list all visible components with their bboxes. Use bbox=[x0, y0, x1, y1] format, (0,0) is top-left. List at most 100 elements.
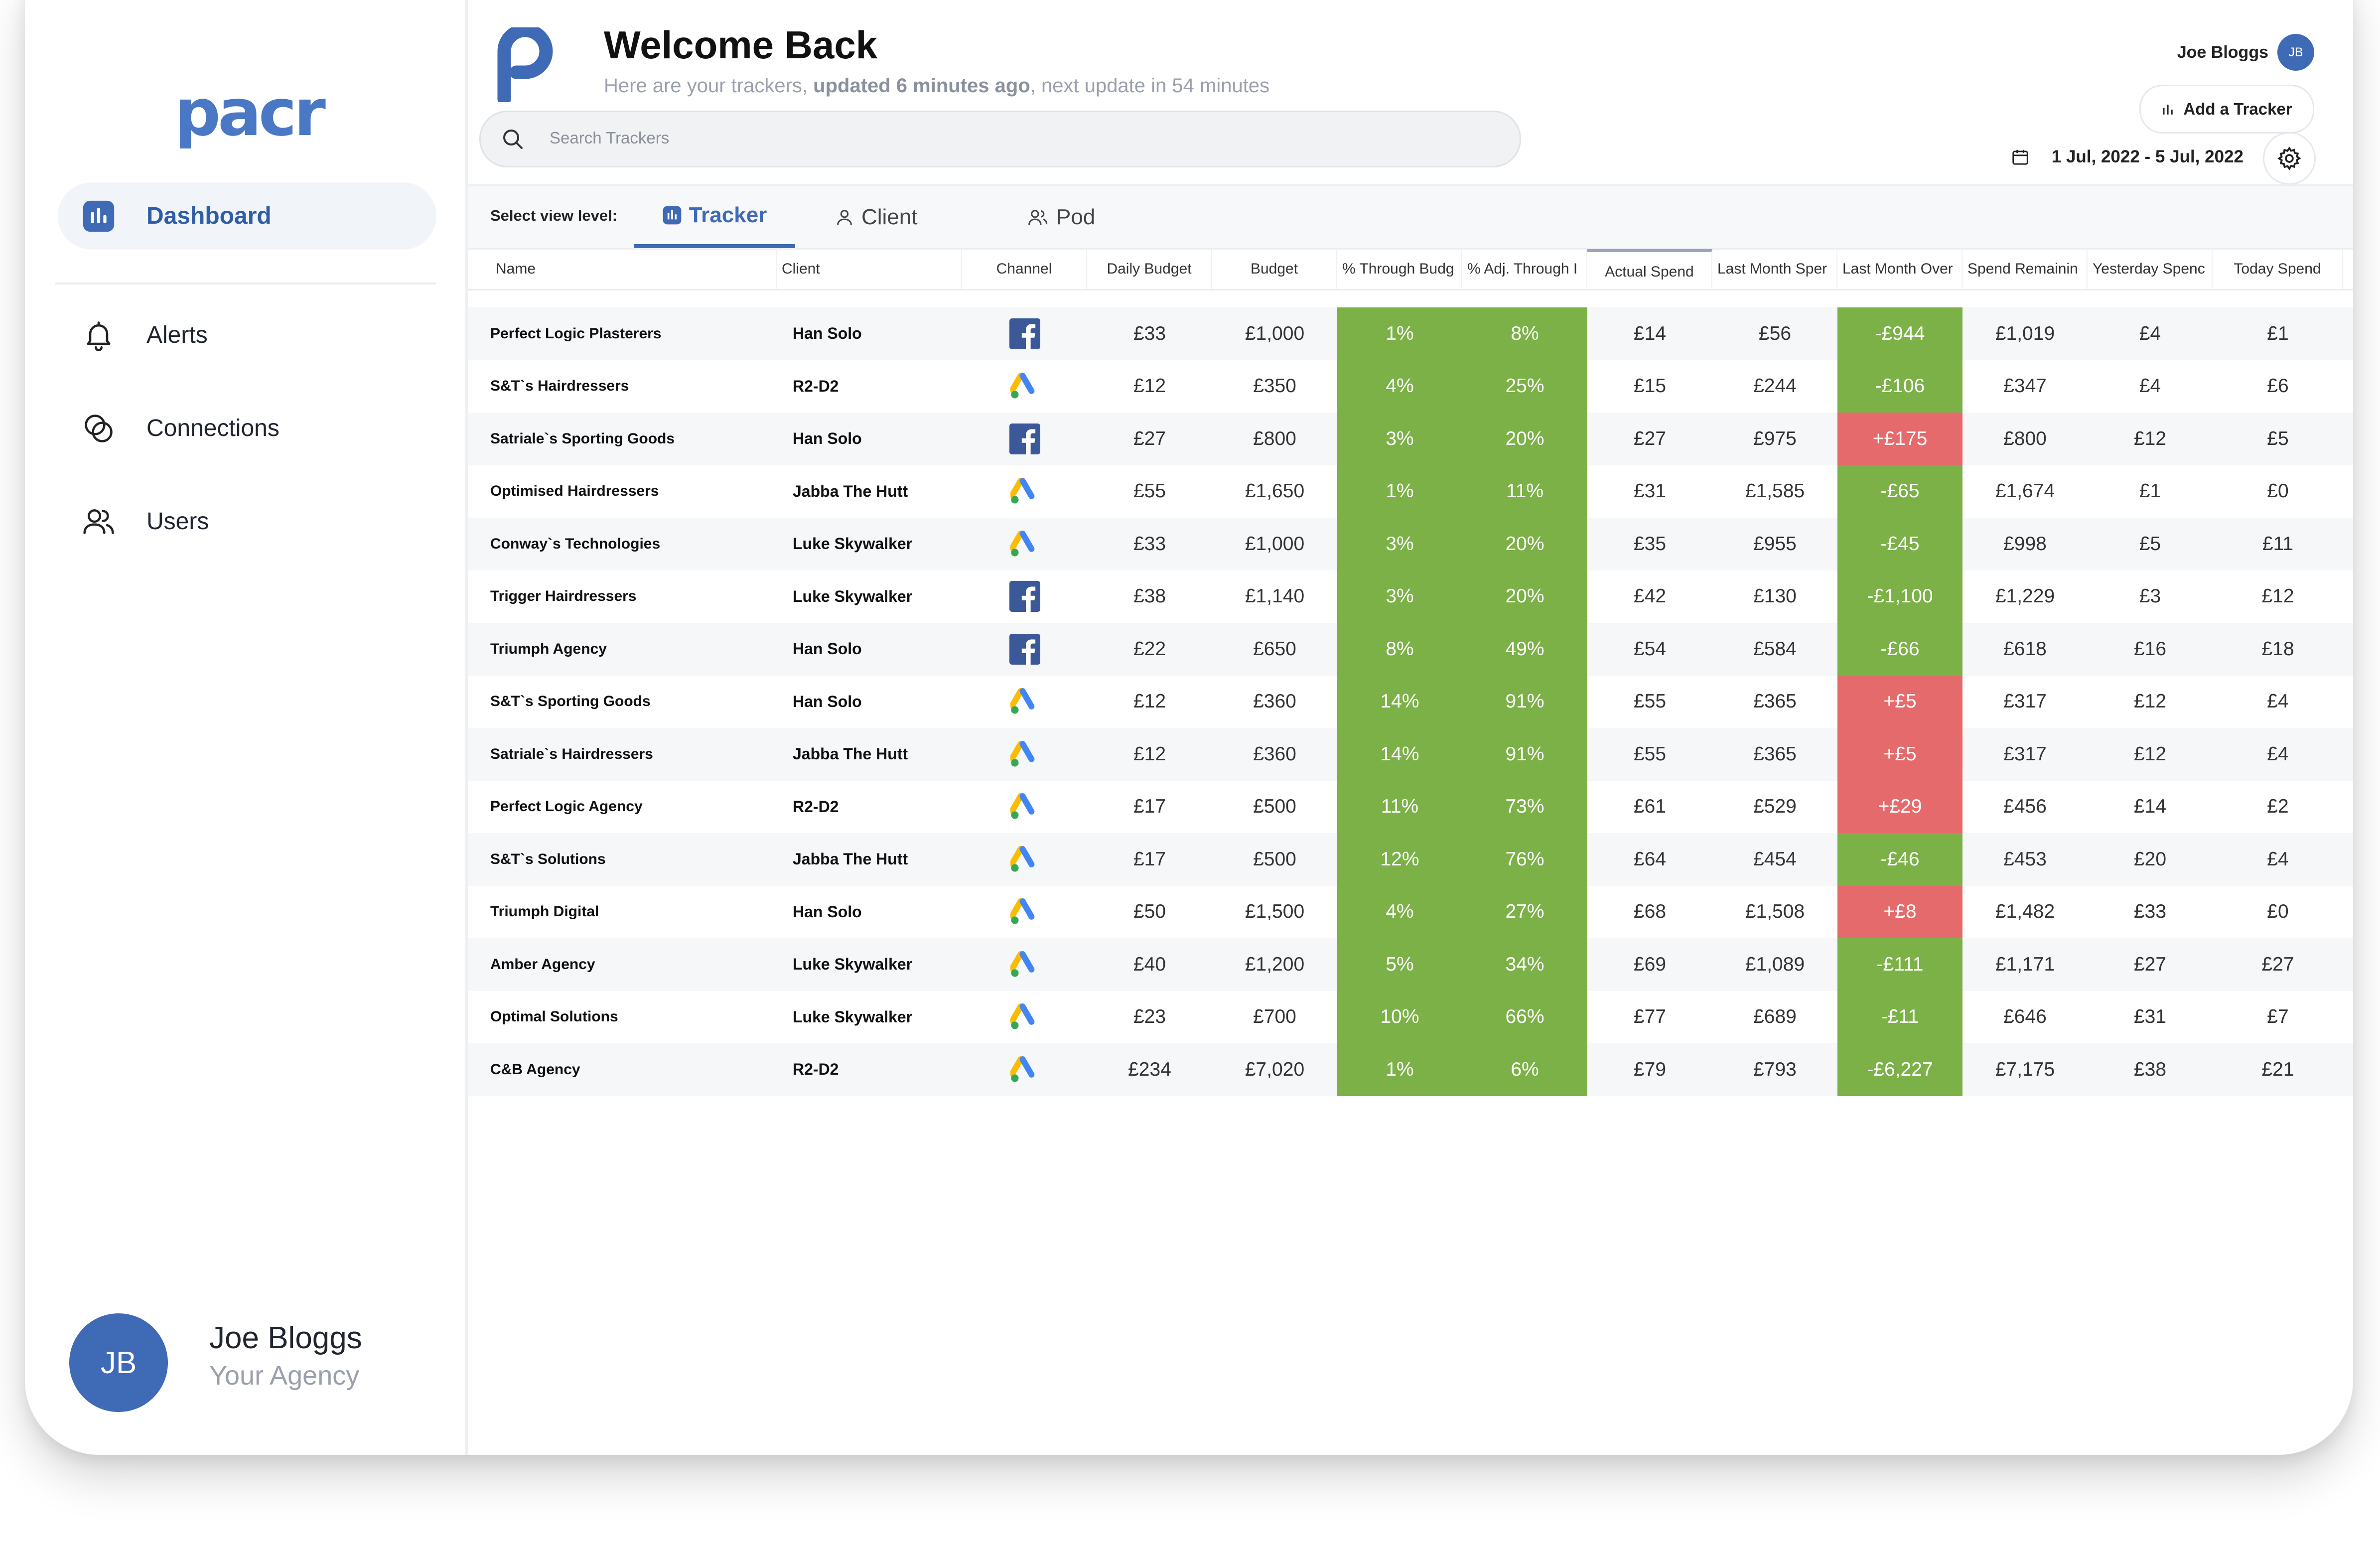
cell-spend-remaining: £646 bbox=[2003, 1006, 2047, 1028]
table-row[interactable]: S&T`s Solutions Jabba The Hutt £17 £500 12% 7… bbox=[468, 833, 2353, 886]
cell-last-month-over: -£944 bbox=[1837, 307, 1962, 360]
cell-name: Triumph Agency bbox=[490, 640, 607, 657]
column-header-budget[interactable]: Budget bbox=[1212, 249, 1337, 289]
table-row[interactable]: Perfect Logic Plasterers Han Solo £33 £1,00… bbox=[468, 307, 2353, 360]
cell-adj-through: 34% bbox=[1462, 938, 1587, 991]
table-row[interactable]: C&B Agency R2-D2 £234 £7,020 1% 6% £79 £793 -£6,… bbox=[468, 1043, 2353, 1096]
cell-actual-spend: £79 bbox=[1633, 1058, 1667, 1080]
cell-name: Satriale`s Hairdressers bbox=[490, 745, 653, 762]
cell-channel bbox=[962, 307, 1087, 360]
column-header-spend-remaining[interactable]: Spend Remainin bbox=[1962, 249, 2088, 289]
app-window: pacr Dashboard Alerts Connections bbox=[25, 0, 2353, 1455]
search-input[interactable] bbox=[549, 121, 1447, 155]
tab-client[interactable]: Client bbox=[835, 186, 918, 248]
table-row[interactable]: Optimal Solutions Luke Skywalker £23 £700 10… bbox=[468, 990, 2353, 1043]
cell-client: R2-D2 bbox=[793, 797, 839, 816]
profile-avatar[interactable]: JB bbox=[69, 1313, 168, 1412]
table-row[interactable]: Conway`s Technologies Luke Skywalker £33 £1… bbox=[468, 518, 2353, 570]
sidebar-item-connections[interactable]: Connections bbox=[58, 395, 436, 462]
cell-channel bbox=[962, 465, 1087, 518]
user-menu[interactable]: Joe Bloggs JB bbox=[2177, 34, 2314, 71]
gear-icon bbox=[2277, 146, 2301, 170]
table-row[interactable]: Triumph Digital Han Solo £50 £1,500 4% 27% £68… bbox=[468, 885, 2353, 938]
cell-today-spend: £18 bbox=[2261, 638, 2294, 660]
google-ads-icon bbox=[1010, 1056, 1034, 1082]
cell-channel bbox=[962, 833, 1087, 886]
table-row[interactable]: S&T`s Sporting Goods Han Solo £12 £360 14% 91… bbox=[468, 675, 2353, 728]
column-header-daily-budget[interactable]: Daily Budget bbox=[1087, 249, 1212, 289]
settings-button[interactable] bbox=[2263, 132, 2316, 185]
column-header-through-budget[interactable]: % Through Budg bbox=[1337, 249, 1462, 289]
table-row[interactable]: Perfect Logic Agency R2-D2 £17 £500 11% 73% £6… bbox=[468, 780, 2353, 834]
column-header-today-spend[interactable]: Today Spend bbox=[2213, 249, 2343, 289]
cell-budget: £500 bbox=[1253, 848, 1296, 870]
google-ads-icon bbox=[1010, 478, 1034, 504]
date-range-picker[interactable]: 1 Jul, 2022 - 5 Jul, 2022 bbox=[2011, 147, 2243, 167]
cell-actual-spend: £64 bbox=[1633, 848, 1667, 870]
facebook-icon bbox=[1009, 423, 1040, 454]
cell-actual-spend: £55 bbox=[1633, 691, 1667, 712]
facebook-icon bbox=[1009, 633, 1040, 665]
cell-through-budget: 12% bbox=[1337, 833, 1462, 886]
cell-actual-spend: £15 bbox=[1633, 375, 1667, 397]
cell-daily-budget: £27 bbox=[1133, 427, 1166, 449]
table-row[interactable]: Optimised Hairdressers Jabba The Hutt £55 £… bbox=[468, 465, 2353, 518]
column-header-channel[interactable]: Channel bbox=[962, 249, 1087, 289]
cell-name: Trigger Hairdressers bbox=[490, 588, 637, 605]
table-row[interactable]: Triumph Agency Han Solo £22 £650 8% 49% £54 £58… bbox=[468, 623, 2353, 676]
cell-last-month-over: -£106 bbox=[1837, 360, 1962, 413]
cell-client: Luke Skywalker bbox=[793, 955, 913, 974]
pacr-logo: pacr bbox=[174, 75, 326, 150]
cell-through-budget: 11% bbox=[1337, 780, 1462, 833]
google-ads-icon bbox=[1010, 898, 1034, 924]
cell-yesterday-spend: £12 bbox=[2133, 743, 2167, 765]
google-ads-icon bbox=[1010, 373, 1034, 399]
cell-budget: £1,140 bbox=[1245, 585, 1305, 607]
table-row[interactable]: S&T`s Hairdressers R2-D2 £12 £350 4% 25% £15 £2… bbox=[468, 360, 2353, 413]
column-header-last-month-over[interactable]: Last Month Over bbox=[1837, 249, 1962, 289]
cell-spend-remaining: £800 bbox=[2003, 427, 2047, 449]
cell-channel bbox=[962, 781, 1087, 834]
cell-today-spend: £0 bbox=[2267, 480, 2289, 502]
cell-budget: £1,000 bbox=[1245, 322, 1305, 344]
cell-last-month-over: -£65 bbox=[1837, 465, 1962, 518]
add-tracker-button[interactable]: Add a Tracker bbox=[2139, 85, 2314, 134]
cell-yesterday-spend: £4 bbox=[2139, 375, 2161, 397]
update-status: Here are your trackers, updated 6 minute… bbox=[604, 75, 1269, 97]
cell-today-spend: £5 bbox=[2267, 427, 2289, 449]
sidebar-item-alerts[interactable]: Alerts bbox=[58, 301, 436, 369]
column-header-last-month-spend[interactable]: Last Month Sper bbox=[1712, 249, 1837, 289]
cell-yesterday-spend: £20 bbox=[2133, 848, 2167, 870]
cell-daily-budget: £38 bbox=[1133, 585, 1166, 607]
cell-last-month-over: -£46 bbox=[1837, 833, 1962, 886]
sidebar-item-users[interactable]: Users bbox=[58, 488, 436, 555]
chart-bar-icon bbox=[663, 206, 682, 224]
cell-adj-through: 91% bbox=[1462, 728, 1587, 781]
cell-through-budget: 4% bbox=[1337, 885, 1462, 938]
cell-client: Han Solo bbox=[793, 902, 862, 921]
cell-last-month-spend: £130 bbox=[1753, 585, 1797, 607]
tab-pod[interactable]: Pod bbox=[1027, 186, 1095, 248]
column-header-name[interactable]: Name bbox=[468, 249, 777, 289]
users-icon bbox=[83, 509, 114, 534]
cell-spend-remaining: £347 bbox=[2003, 375, 2047, 397]
google-ads-icon bbox=[1010, 1003, 1034, 1029]
sidebar-item-dashboard[interactable]: Dashboard bbox=[58, 182, 436, 250]
date-range-label: 1 Jul, 2022 - 5 Jul, 2022 bbox=[2051, 147, 2243, 166]
cell-actual-spend: £35 bbox=[1633, 533, 1667, 555]
connections-icon bbox=[85, 415, 113, 442]
table-row[interactable]: Satriale`s Hairdressers Jabba The Hutt £12… bbox=[468, 728, 2353, 781]
cell-client: Luke Skywalker bbox=[793, 587, 913, 605]
table-row[interactable]: Amber Agency Luke Skywalker £40 £1,200 5% 34%… bbox=[468, 938, 2353, 991]
column-header-adj-through[interactable]: % Adj. Through I bbox=[1462, 249, 1587, 289]
column-header-actual-spend[interactable]: Actual Spend bbox=[1587, 249, 1712, 289]
table-row[interactable]: Trigger Hairdressers Luke Skywalker £38 £1,… bbox=[468, 570, 2353, 623]
user-name: Joe Bloggs bbox=[2177, 42, 2268, 62]
cell-daily-budget: £17 bbox=[1133, 796, 1166, 818]
column-header-yesterday-spend[interactable]: Yesterday Spenc bbox=[2088, 249, 2213, 289]
sidebar-divider bbox=[55, 283, 436, 284]
table-row[interactable]: Satriale`s Sporting Goods Han Solo £27 £800… bbox=[468, 413, 2353, 465]
table-header: Name Client Channel Daily Budget Budget … bbox=[468, 249, 2353, 290]
tab-tracker[interactable]: Tracker bbox=[634, 186, 795, 248]
column-header-client[interactable]: Client bbox=[777, 249, 962, 289]
